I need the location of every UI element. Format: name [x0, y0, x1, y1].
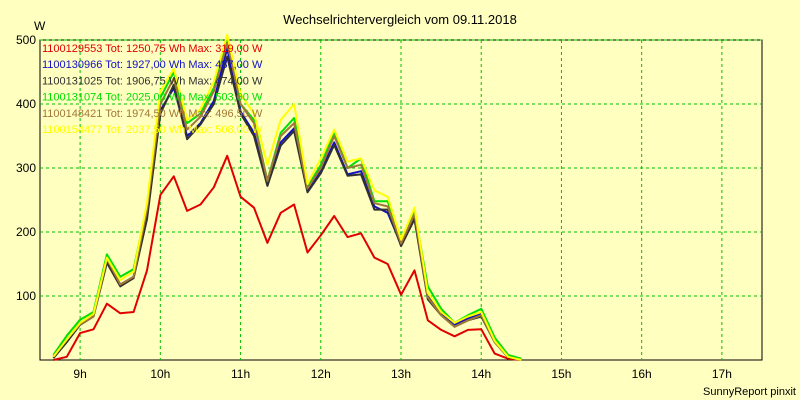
y-tick-label: 400	[16, 97, 36, 111]
legend-entry-1100148421: 1100148421 Tot: 1974,50 Wh Max: 496,50 W	[42, 108, 263, 120]
y-axis-unit: W	[34, 19, 46, 33]
x-tick-labels: 9h 10h 11h 12h 13h 14h 15h 16h 17h	[73, 367, 731, 381]
legend: 1100129553 Tot: 1250,75 Wh Max: 319,00 W…	[42, 43, 263, 136]
series-group	[52, 33, 522, 361]
series-line-1100129553	[53, 154, 522, 361]
y-tick-label: 100	[16, 289, 36, 303]
legend-entry-1100129553: 1100129553 Tot: 1250,75 Wh Max: 319,00 W	[42, 43, 263, 55]
x-tick-label: 14h	[471, 367, 491, 381]
legend-entry-1100131025: 1100131025 Tot: 1906,75 Wh Max: 474,00 W	[42, 75, 263, 87]
x-tick-label: 15h	[551, 367, 571, 381]
legend-entry-1100130966: 1100130966 Tot: 1927,00 Wh Max: 487,00 W	[42, 59, 263, 71]
legend-entry-1100131074: 1100131074 Tot: 2025,00 Wh Max: 503,00 W	[42, 92, 263, 104]
series-line-1100148421	[52, 41, 522, 361]
legend-entry-1100154477: 1100154477 Tot: 2037,50 Wh Max: 508,00 W	[42, 124, 263, 136]
x-tick-label: 17h	[712, 367, 732, 381]
x-tick-label: 12h	[311, 367, 331, 381]
y-tick-labels: 100 200 300 400 500	[16, 33, 36, 303]
x-tick-label: 16h	[632, 367, 652, 381]
series-line-1100154477	[52, 33, 522, 361]
y-tick-label: 200	[16, 225, 36, 239]
y-tick-label: 500	[16, 33, 36, 47]
series-line-1100131074	[52, 39, 522, 360]
x-tick-label: 10h	[150, 367, 170, 381]
chart-title: Wechselrichtervergleich vom 09.11.2018	[283, 12, 517, 27]
y-tick-label: 300	[16, 161, 36, 175]
footer-credit: SunnyReport pinxit	[703, 386, 796, 398]
x-tick-label: 11h	[231, 367, 250, 381]
x-tick-label: 9h	[73, 367, 86, 381]
x-tick-label: 13h	[391, 367, 411, 381]
